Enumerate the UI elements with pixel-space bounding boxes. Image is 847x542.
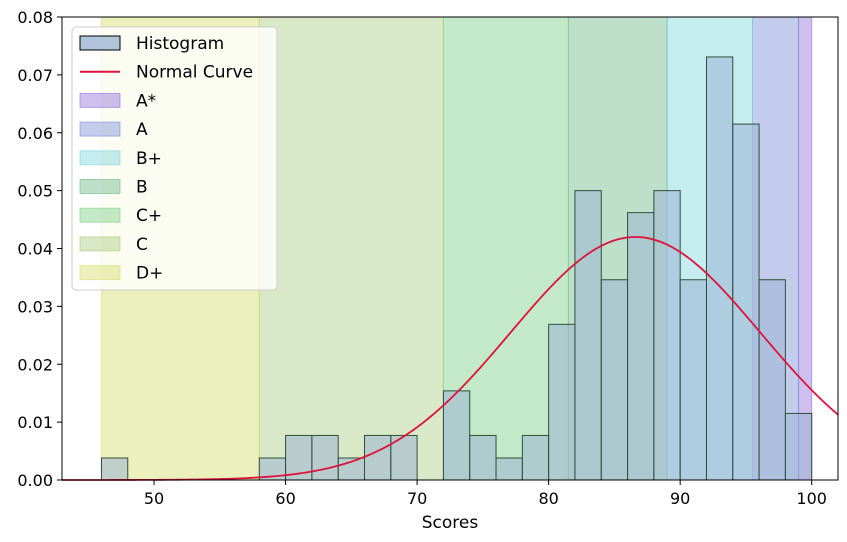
grade-band-c <box>258 16 444 481</box>
y-tick-label: 0.03 <box>17 297 53 316</box>
legend-label: B+ <box>136 149 162 169</box>
x-tick-label: 60 <box>275 489 295 508</box>
y-tick-label: 0.08 <box>17 8 53 27</box>
histogram-bar <box>627 212 655 481</box>
x-axis: 50 60 70 80 90 100 <box>144 480 827 508</box>
histogram-bar <box>758 279 786 481</box>
y-tick-label: 0.00 <box>17 471 53 490</box>
legend-label: Histogram <box>136 34 224 54</box>
legend-swatch-histogram <box>79 35 121 51</box>
histogram-bar <box>705 56 734 481</box>
histogram-bar <box>679 279 707 481</box>
x-tick-label: 80 <box>538 489 558 508</box>
x-tick-label: 90 <box>670 489 690 508</box>
x-tick-label: 70 <box>407 489 427 508</box>
y-axis: 0.00 0.01 0.02 0.03 0.04 0.05 0.06 0.07 0.08 <box>17 8 62 490</box>
histogram-bar <box>784 412 813 481</box>
y-tick-label: 0.04 <box>17 240 53 259</box>
histogram-bar <box>311 434 339 481</box>
histogram-bar <box>732 123 760 481</box>
y-tick-label: 0.01 <box>17 413 53 432</box>
legend-label: C+ <box>136 206 162 226</box>
histogram-bar <box>442 390 471 481</box>
legend-swatch-band <box>79 265 121 281</box>
x-axis-label: Scores <box>422 513 479 533</box>
legend-label: Normal Curve <box>136 63 253 83</box>
histogram-bar <box>548 323 576 481</box>
histogram-bar <box>100 457 129 481</box>
legend-swatch-band <box>79 179 121 194</box>
y-tick-label: 0.07 <box>17 66 53 85</box>
grade-band-a-star <box>798 16 813 481</box>
histogram-bar <box>521 434 550 481</box>
histogram-bar <box>364 434 392 481</box>
x-tick-label: 100 <box>796 489 827 508</box>
x-tick-label: 50 <box>144 489 164 508</box>
legend-label: A <box>136 120 148 140</box>
y-tick-label: 0.06 <box>17 124 53 143</box>
legend-label: B <box>136 178 148 198</box>
legend-box <box>71 26 278 291</box>
legend-label: A* <box>136 91 156 111</box>
histogram-bar <box>390 434 418 481</box>
y-tick-label: 0.02 <box>17 355 53 374</box>
y-tick-label: 0.05 <box>17 182 53 201</box>
histogram-bar <box>653 190 681 481</box>
legend-swatch-band <box>79 121 121 137</box>
histogram-bar <box>600 279 629 481</box>
histogram-bar <box>495 457 523 481</box>
legend-swatch-band <box>79 92 121 108</box>
legend-label: D+ <box>136 264 163 284</box>
legend-swatch-band <box>79 207 121 223</box>
histogram-bar <box>574 190 602 481</box>
legend-swatch-band <box>79 150 121 166</box>
legend-swatch-band <box>79 236 121 252</box>
histogram-bar <box>469 434 497 481</box>
legend-label: C <box>136 235 148 255</box>
legend: Histogram Normal Curve A* A B+ B C+ C D+ <box>71 26 278 291</box>
